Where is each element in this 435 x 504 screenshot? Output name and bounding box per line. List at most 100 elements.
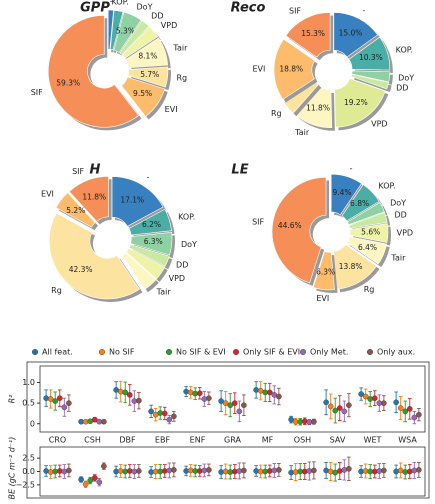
- point: [218, 398, 224, 404]
- value-label: 6.3%: [316, 267, 335, 276]
- point: [43, 468, 49, 474]
- slice-label: DoY: [137, 3, 153, 12]
- point: [367, 396, 374, 402]
- point: [327, 468, 334, 475]
- point: [323, 467, 329, 474]
- slice: [121, 252, 157, 290]
- value-label: 6.3%: [144, 237, 163, 246]
- slice-label: DoY: [181, 240, 197, 249]
- value-label: 17.1%: [120, 196, 144, 205]
- y-tick-label: 1.0: [22, 378, 35, 387]
- value-label: 6.8%: [350, 199, 369, 208]
- point: [332, 407, 339, 414]
- point: [336, 405, 343, 411]
- slice: [121, 76, 166, 117]
- point: [358, 391, 364, 397]
- legend-marker: [32, 349, 39, 356]
- point: [126, 392, 133, 398]
- slice: [119, 20, 150, 56]
- legend-label: Only Met.: [310, 348, 348, 357]
- slice-label: -: [350, 164, 353, 173]
- slice-label: Tair: [294, 128, 310, 137]
- point: [362, 393, 369, 400]
- slice-label: Tair: [390, 253, 406, 262]
- point: [323, 399, 329, 406]
- slice: [351, 70, 391, 83]
- legend-label: Only SIF & EVI: [243, 348, 300, 357]
- slice: [128, 244, 170, 267]
- point: [166, 416, 173, 423]
- point: [52, 398, 59, 404]
- slice: [349, 223, 389, 243]
- y-tick-label: 0.5: [22, 399, 35, 408]
- slice-label: -: [362, 6, 365, 15]
- chart-title: H: [90, 163, 101, 178]
- slice-label: KOP.: [378, 182, 395, 191]
- point: [122, 389, 129, 396]
- point: [206, 467, 212, 473]
- legend-label: No SIF: [109, 348, 135, 357]
- point: [82, 481, 89, 488]
- point: [201, 396, 208, 402]
- slice: [107, 9, 114, 50]
- point: [241, 467, 247, 474]
- point: [222, 400, 229, 406]
- point: [346, 466, 352, 472]
- slice: [125, 247, 166, 280]
- point: [393, 468, 399, 475]
- point: [136, 397, 142, 404]
- slice-label: Rg: [176, 74, 187, 83]
- legend-marker: [232, 349, 239, 356]
- x-tick-label: CRO: [49, 436, 66, 445]
- point: [381, 400, 387, 406]
- x-tick-label: GRA: [224, 436, 241, 445]
- legend-marker: [98, 349, 105, 356]
- value-label: 8.1%: [138, 52, 157, 61]
- point: [406, 468, 413, 475]
- slice-label: EVI: [41, 190, 54, 199]
- x-tick-label: WET: [364, 436, 382, 445]
- value-label: 6.4%: [358, 243, 377, 252]
- slice-label: SIF: [252, 217, 264, 226]
- chart-title: Reco: [231, 1, 266, 16]
- slice: [113, 11, 142, 53]
- point: [61, 404, 68, 411]
- point: [276, 393, 282, 400]
- point: [136, 468, 142, 474]
- slice: [271, 177, 327, 284]
- slice-label: Rg: [364, 285, 375, 294]
- point: [416, 467, 422, 473]
- slice: [125, 37, 168, 68]
- slice-label: -: [110, 0, 113, 6]
- slice: [111, 176, 164, 227]
- value-label: 11.8%: [82, 193, 106, 202]
- y-axis-label: R²: [8, 394, 17, 404]
- slice: [128, 208, 172, 236]
- value-label: 42.3%: [69, 265, 93, 274]
- point: [43, 395, 49, 401]
- point: [117, 388, 124, 395]
- value-label: 44.6%: [278, 221, 302, 230]
- value-label: 59.3%: [56, 79, 80, 88]
- slice-label: EVI: [316, 294, 329, 303]
- point: [336, 468, 343, 474]
- legend-label: All feat.: [42, 348, 73, 357]
- value-label: 9.5%: [133, 89, 152, 98]
- slice: [341, 184, 380, 222]
- point: [101, 463, 107, 469]
- point: [66, 467, 72, 474]
- slice-label: DoY: [398, 73, 414, 82]
- value-label: 5.3%: [116, 27, 135, 36]
- chart-title: GPP: [80, 1, 110, 16]
- point: [66, 400, 72, 406]
- slice: [49, 212, 140, 300]
- slice: [130, 231, 173, 256]
- point: [47, 396, 54, 402]
- slice-label: KOP.: [178, 212, 195, 221]
- point: [327, 403, 334, 410]
- point: [101, 418, 107, 425]
- point: [341, 408, 348, 415]
- slice: [348, 212, 388, 229]
- slice: [47, 14, 139, 128]
